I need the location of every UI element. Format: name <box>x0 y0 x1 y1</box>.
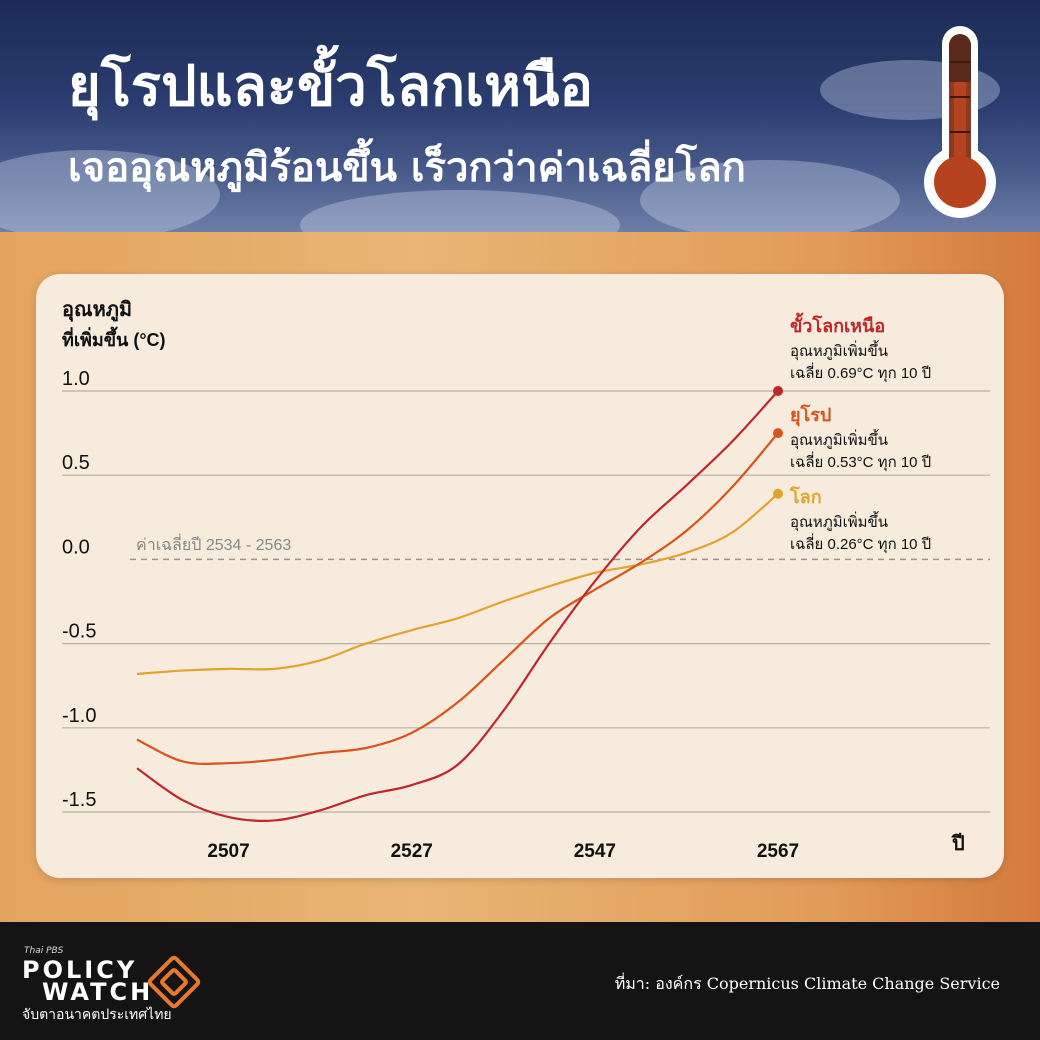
brand-line-2: WATCH <box>42 978 154 1006</box>
series-endpoint-europe <box>773 428 783 439</box>
legend-note1-arctic: อุณหภูมิเพิ่มขึ้น <box>790 340 888 361</box>
legend-name-arctic: ขั้วโลกเหนือ <box>790 312 885 336</box>
x-tick-label-3: 2567 <box>757 841 799 862</box>
x-tick-label-0: 2507 <box>207 841 249 862</box>
y-axis-label-line-2: ที่เพิ่มขึ้น (°C) <box>62 326 166 350</box>
legend-note1-europe: อุณหภูมิเพิ่มขึ้น <box>790 429 888 450</box>
footer <box>0 922 1040 1040</box>
chart-card <box>36 274 1004 878</box>
series-line-global <box>136 492 779 676</box>
y-axis-label-line-1: อุณหภูมิ <box>62 299 132 323</box>
y-tick-label-5: -1.5 <box>62 789 96 811</box>
series-endpoint-arctic <box>773 386 783 396</box>
y-tick-label-0: 1.0 <box>62 368 90 390</box>
label-layer: 1.0 0.5 0.0 -0.5 -1.0 -1.5 2507 2527 2547 2567 <box>62 368 799 862</box>
title-line-1: ยุโรปและขั้วโลกเหนือ <box>68 54 593 119</box>
y-tick-label-1: 0.5 <box>62 452 90 474</box>
legend-note2-europe: เฉลี่ย 0.53°C ทุก 10 ปี <box>790 451 931 472</box>
policywatch-logo-icon <box>147 955 201 1009</box>
series-line-arctic <box>136 390 779 822</box>
title-line-2: เจออุณหภูมิร้อนขึ้น เร็วกว่าค่าเฉลี่ยโลก <box>68 145 746 191</box>
series-endpoint-global <box>773 488 783 499</box>
legend-name-global: โลก <box>789 486 822 507</box>
x-tick-label-1: 2527 <box>391 841 433 862</box>
y-tick-label-3: -0.5 <box>62 621 96 643</box>
brand-line-1: POLICY <box>22 956 138 984</box>
series-line-europe <box>136 432 779 766</box>
legend-note2-arctic: เฉลี่ย 0.69°C ทุก 10 ปี <box>790 362 931 383</box>
legend-note2-global: เฉลี่ย 0.26°C ทุก 10 ปี <box>790 533 931 554</box>
thermometer-icon <box>924 26 996 218</box>
y-tick-label-4: -1.0 <box>62 705 96 727</box>
grid-layer <box>62 390 990 813</box>
x-axis-label: ปี <box>951 832 965 855</box>
brand-small: Thai PBS <box>24 946 64 956</box>
legend-note1-global: อุณหภูมิเพิ่มขึ้น <box>790 511 888 532</box>
y-tick-label-2: 0.0 <box>62 536 90 558</box>
brand-tagline: จับตาอนาคตประเทศไทย <box>22 1007 172 1023</box>
x-tick-label-2: 2547 <box>574 841 616 862</box>
baseline-label: ค่าเฉลี่ยปี 2534 - 2563 <box>136 533 291 554</box>
header-banner <box>0 0 1040 232</box>
source-credit: ที่มา: องค์กร Copernicus Climate Change … <box>614 974 1000 993</box>
legend-name-europe: ยุโรป <box>790 404 831 427</box>
